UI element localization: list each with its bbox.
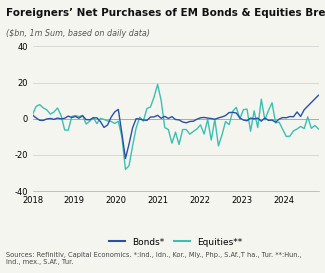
Text: Foreigners’ Net Purchases of EM Bonds & Equities Breakdown: Foreigners’ Net Purchases of EM Bonds & … [6, 8, 325, 18]
Legend: Bonds*, Equities**: Bonds*, Equities** [105, 234, 246, 250]
Text: ($bn, 1m Sum, based on daily data): ($bn, 1m Sum, based on daily data) [6, 29, 150, 38]
Text: Sources: Refinitiv, Capital Economics. *:Ind., Idn., Kor., Mly., Php., S.Af.,T h: Sources: Refinitiv, Capital Economics. *… [6, 252, 302, 265]
